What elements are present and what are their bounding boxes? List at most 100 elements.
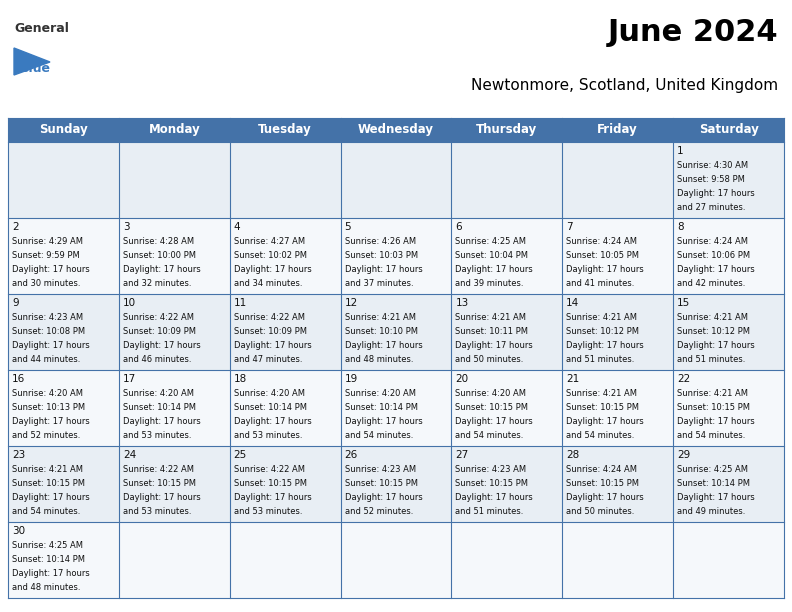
- Text: 9: 9: [12, 298, 19, 308]
- Bar: [230, 218, 341, 294]
- Text: and 54 minutes.: and 54 minutes.: [677, 431, 745, 441]
- Bar: [230, 446, 341, 522]
- Text: Sunset: 10:05 PM: Sunset: 10:05 PM: [566, 251, 639, 260]
- Text: Sunrise: 4:24 AM: Sunrise: 4:24 AM: [566, 465, 638, 474]
- Text: Sunrise: 4:25 AM: Sunrise: 4:25 AM: [12, 541, 83, 550]
- Text: and 51 minutes.: and 51 minutes.: [455, 507, 524, 517]
- Bar: [8, 522, 119, 598]
- Text: Daylight: 17 hours: Daylight: 17 hours: [455, 417, 533, 426]
- Text: 2: 2: [12, 222, 19, 232]
- Text: Sunrise: 4:28 AM: Sunrise: 4:28 AM: [123, 237, 194, 246]
- Text: Sunrise: 4:21 AM: Sunrise: 4:21 AM: [12, 465, 83, 474]
- Text: 11: 11: [234, 298, 247, 308]
- Text: and 54 minutes.: and 54 minutes.: [345, 431, 413, 441]
- Text: Sunrise: 4:29 AM: Sunrise: 4:29 AM: [12, 237, 83, 246]
- Text: Sunset: 10:15 PM: Sunset: 10:15 PM: [566, 403, 639, 412]
- Text: and 42 minutes.: and 42 minutes.: [677, 279, 745, 288]
- Bar: [230, 142, 341, 218]
- Text: 19: 19: [345, 374, 358, 384]
- Text: 17: 17: [123, 374, 136, 384]
- Text: Sunrise: 4:24 AM: Sunrise: 4:24 AM: [566, 237, 638, 246]
- Text: Sunrise: 4:20 AM: Sunrise: 4:20 AM: [12, 389, 83, 398]
- Text: Daylight: 17 hours: Daylight: 17 hours: [123, 417, 200, 426]
- Bar: [8, 446, 119, 522]
- Text: Daylight: 17 hours: Daylight: 17 hours: [677, 493, 755, 502]
- Text: and 50 minutes.: and 50 minutes.: [455, 356, 524, 364]
- Text: Sunset: 10:03 PM: Sunset: 10:03 PM: [345, 251, 417, 260]
- Text: 23: 23: [12, 450, 25, 460]
- Text: Sunrise: 4:21 AM: Sunrise: 4:21 AM: [677, 313, 748, 322]
- Text: Sunrise: 4:23 AM: Sunrise: 4:23 AM: [345, 465, 416, 474]
- Bar: [673, 370, 784, 446]
- Text: Sunrise: 4:20 AM: Sunrise: 4:20 AM: [455, 389, 527, 398]
- Text: and 54 minutes.: and 54 minutes.: [566, 431, 634, 441]
- Bar: [341, 522, 451, 598]
- Text: Daylight: 17 hours: Daylight: 17 hours: [455, 265, 533, 274]
- Bar: [562, 294, 673, 370]
- Text: Sunrise: 4:25 AM: Sunrise: 4:25 AM: [455, 237, 527, 246]
- Text: Daylight: 17 hours: Daylight: 17 hours: [12, 341, 89, 350]
- Text: Sunset: 10:00 PM: Sunset: 10:00 PM: [123, 251, 196, 260]
- Text: Daylight: 17 hours: Daylight: 17 hours: [566, 265, 644, 274]
- Text: Sunrise: 4:22 AM: Sunrise: 4:22 AM: [123, 465, 194, 474]
- Bar: [673, 522, 784, 598]
- Text: 20: 20: [455, 374, 469, 384]
- Text: Sunrise: 4:20 AM: Sunrise: 4:20 AM: [234, 389, 305, 398]
- Text: and 53 minutes.: and 53 minutes.: [123, 431, 192, 441]
- Text: and 52 minutes.: and 52 minutes.: [345, 507, 413, 517]
- Text: Sunset: 10:12 PM: Sunset: 10:12 PM: [677, 327, 750, 336]
- Text: Monday: Monday: [148, 124, 200, 136]
- Bar: [562, 522, 673, 598]
- Text: Sunset: 9:58 PM: Sunset: 9:58 PM: [677, 175, 745, 184]
- Text: and 53 minutes.: and 53 minutes.: [123, 507, 192, 517]
- Bar: [451, 218, 562, 294]
- Text: 14: 14: [566, 298, 580, 308]
- Text: 13: 13: [455, 298, 469, 308]
- Text: and 49 minutes.: and 49 minutes.: [677, 507, 745, 517]
- Bar: [562, 218, 673, 294]
- Bar: [119, 142, 230, 218]
- Text: Sunset: 10:14 PM: Sunset: 10:14 PM: [234, 403, 307, 412]
- Text: and 52 minutes.: and 52 minutes.: [12, 431, 80, 441]
- Text: Sunrise: 4:26 AM: Sunrise: 4:26 AM: [345, 237, 416, 246]
- Text: Sunrise: 4:21 AM: Sunrise: 4:21 AM: [345, 313, 416, 322]
- Text: Daylight: 17 hours: Daylight: 17 hours: [677, 341, 755, 350]
- Text: and 37 minutes.: and 37 minutes.: [345, 279, 413, 288]
- Bar: [341, 142, 451, 218]
- Text: Sunrise: 4:30 AM: Sunrise: 4:30 AM: [677, 161, 748, 170]
- Text: Sunset: 10:15 PM: Sunset: 10:15 PM: [677, 403, 750, 412]
- Bar: [119, 370, 230, 446]
- Bar: [8, 294, 119, 370]
- Text: Sunset: 10:04 PM: Sunset: 10:04 PM: [455, 251, 528, 260]
- Text: Sunset: 10:15 PM: Sunset: 10:15 PM: [345, 479, 417, 488]
- Text: Sunset: 10:14 PM: Sunset: 10:14 PM: [677, 479, 750, 488]
- Text: Daylight: 17 hours: Daylight: 17 hours: [345, 265, 422, 274]
- Text: Saturday: Saturday: [699, 124, 759, 136]
- Text: Daylight: 17 hours: Daylight: 17 hours: [123, 265, 200, 274]
- Text: 8: 8: [677, 222, 683, 232]
- Text: Daylight: 17 hours: Daylight: 17 hours: [12, 417, 89, 426]
- Bar: [562, 370, 673, 446]
- Text: and 50 minutes.: and 50 minutes.: [566, 507, 634, 517]
- Text: Daylight: 17 hours: Daylight: 17 hours: [12, 265, 89, 274]
- Text: 6: 6: [455, 222, 462, 232]
- Text: Thursday: Thursday: [476, 124, 538, 136]
- Text: Sunset: 10:15 PM: Sunset: 10:15 PM: [455, 479, 528, 488]
- Text: 10: 10: [123, 298, 136, 308]
- Text: Daylight: 17 hours: Daylight: 17 hours: [677, 189, 755, 198]
- Text: and 47 minutes.: and 47 minutes.: [234, 356, 303, 364]
- Text: 22: 22: [677, 374, 691, 384]
- Text: and 54 minutes.: and 54 minutes.: [455, 431, 524, 441]
- Text: Sunset: 10:14 PM: Sunset: 10:14 PM: [345, 403, 417, 412]
- Text: Sunset: 10:14 PM: Sunset: 10:14 PM: [123, 403, 196, 412]
- Bar: [230, 370, 341, 446]
- Bar: [119, 218, 230, 294]
- Text: Sunrise: 4:21 AM: Sunrise: 4:21 AM: [455, 313, 527, 322]
- Text: Sunset: 10:11 PM: Sunset: 10:11 PM: [455, 327, 528, 336]
- Bar: [451, 446, 562, 522]
- Text: and 41 minutes.: and 41 minutes.: [566, 279, 634, 288]
- Polygon shape: [14, 48, 50, 75]
- Text: Daylight: 17 hours: Daylight: 17 hours: [455, 341, 533, 350]
- Text: 15: 15: [677, 298, 691, 308]
- Text: Sunset: 10:14 PM: Sunset: 10:14 PM: [12, 555, 85, 564]
